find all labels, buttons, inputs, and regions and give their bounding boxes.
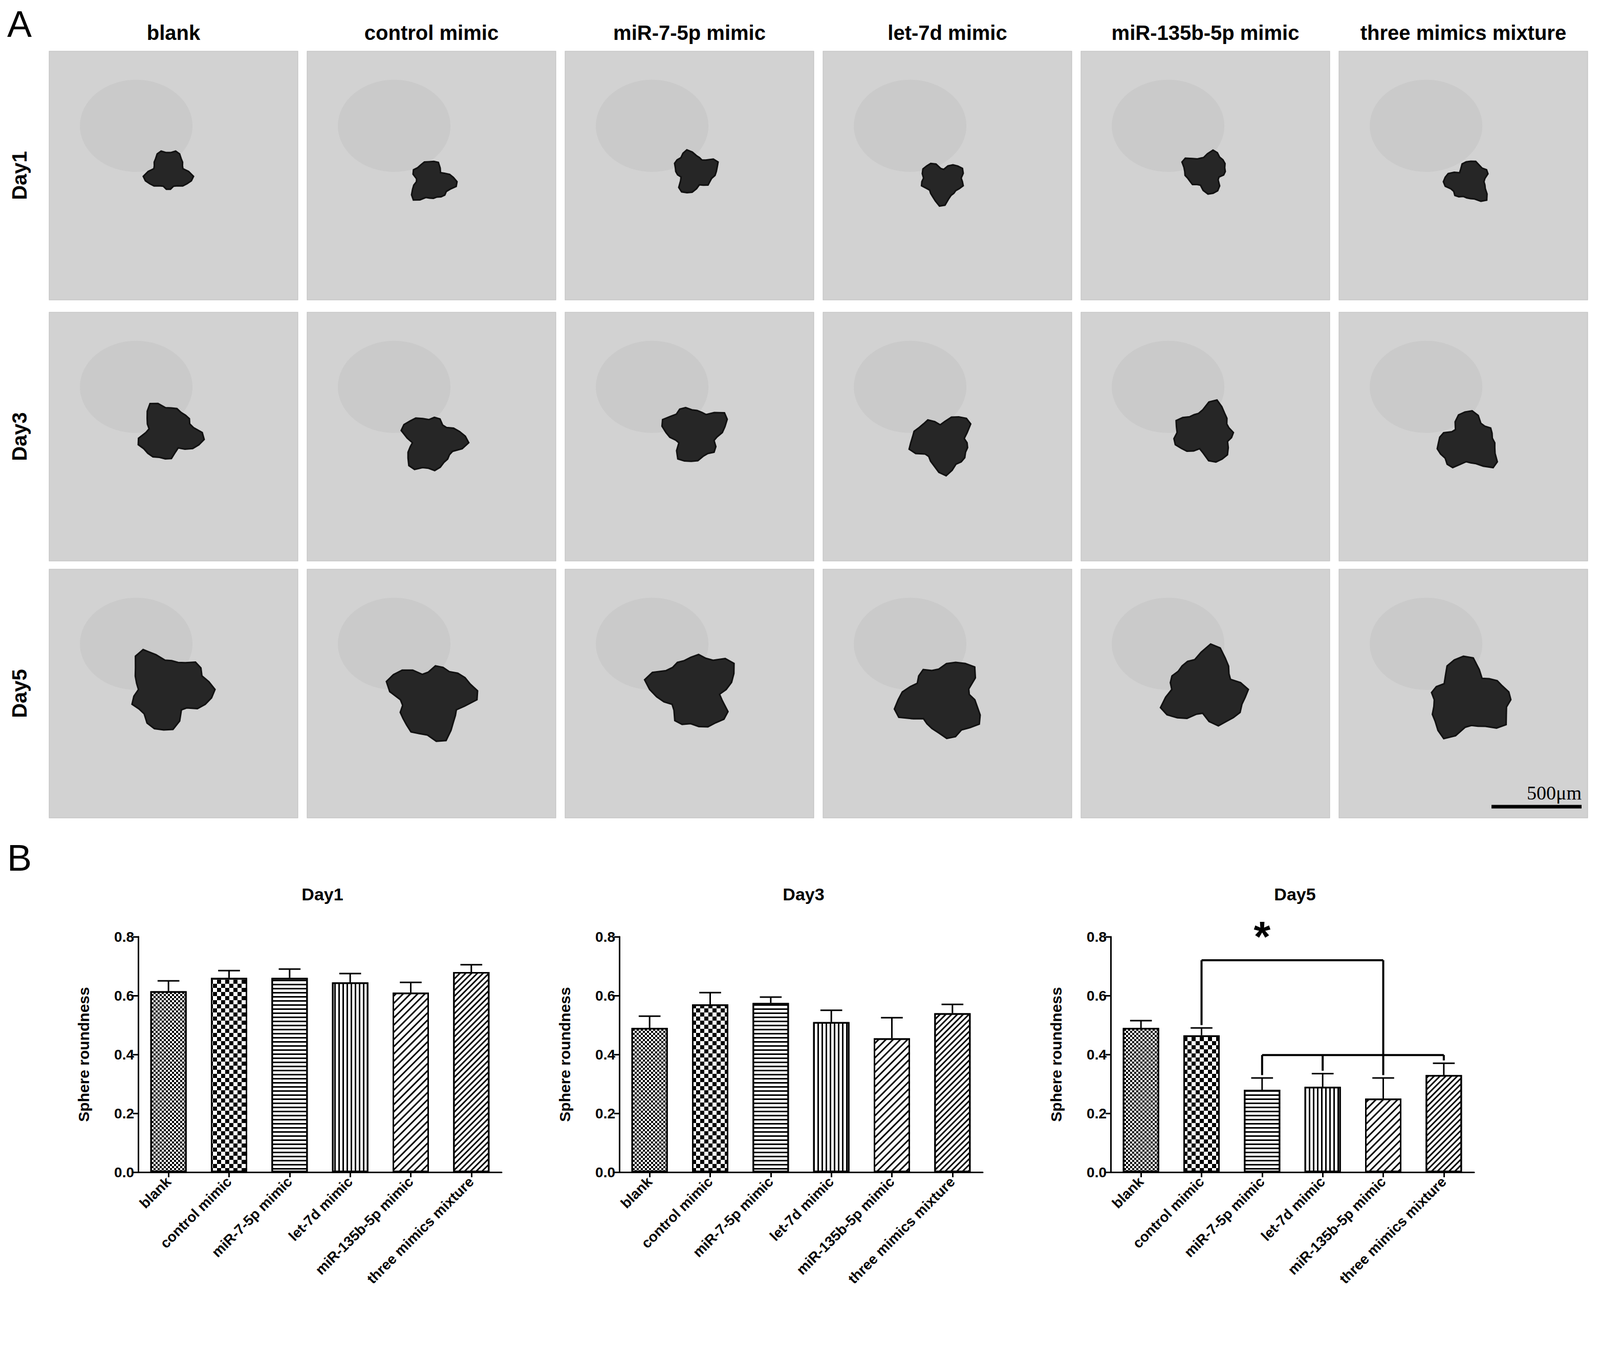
svg-text:let-7d mimic: let-7d mimic	[766, 1173, 837, 1244]
svg-text:three mimics mixture: three mimics mixture	[1360, 21, 1567, 45]
svg-text:miR-7-5p mimic: miR-7-5p mimic	[689, 1173, 777, 1261]
svg-text:three mimics mixture: three mimics mixture	[363, 1173, 478, 1287]
svg-text:Day3: Day3	[8, 412, 31, 462]
svg-text:control mimic: control mimic	[1129, 1173, 1208, 1252]
svg-text:blank: blank	[617, 1173, 656, 1212]
svg-text:0.8: 0.8	[114, 928, 135, 945]
svg-text:0.0: 0.0	[1086, 1164, 1107, 1181]
svg-text:three mimics mixture: three mimics mixture	[845, 1173, 959, 1287]
svg-text:miR-135b-5p mimic: miR-135b-5p mimic	[312, 1173, 417, 1278]
svg-text:0.6: 0.6	[1086, 987, 1107, 1004]
svg-text:Sphere roundness: Sphere roundness	[1047, 986, 1065, 1122]
svg-text:let-7d mimic: let-7d mimic	[887, 21, 1007, 45]
svg-text:miR-135b-5p mimic: miR-135b-5p mimic	[1111, 21, 1300, 45]
svg-text:let-7d mimic: let-7d mimic	[285, 1173, 356, 1244]
svg-text:500μm: 500μm	[1526, 782, 1582, 804]
svg-text:control mimic: control mimic	[157, 1173, 235, 1252]
svg-text:0.6: 0.6	[114, 987, 135, 1004]
svg-text:miR-7-5p mimic: miR-7-5p mimic	[208, 1173, 296, 1261]
svg-text:miR-7-5p mimic: miR-7-5p mimic	[1181, 1173, 1268, 1261]
svg-text:let-7d mimic: let-7d mimic	[1257, 1173, 1329, 1244]
svg-text:0.6: 0.6	[595, 987, 616, 1004]
svg-text:Day5: Day5	[1273, 884, 1316, 904]
svg-text:control mimic: control mimic	[364, 21, 499, 45]
svg-text:0.2: 0.2	[595, 1105, 616, 1122]
svg-text:Day1: Day1	[8, 150, 31, 201]
svg-text:*: *	[1253, 912, 1271, 961]
svg-text:Day3: Day3	[782, 884, 825, 904]
svg-text:three mimics mixture: three mimics mixture	[1336, 1173, 1450, 1287]
svg-text:0.4: 0.4	[595, 1046, 616, 1063]
svg-text:Day5: Day5	[8, 668, 31, 719]
svg-text:blank: blank	[1109, 1173, 1148, 1212]
svg-text:miR-135b-5p mimic: miR-135b-5p mimic	[793, 1173, 898, 1278]
svg-text:miR-135b-5p mimic: miR-135b-5p mimic	[1284, 1173, 1389, 1278]
svg-text:A: A	[7, 3, 32, 45]
svg-text:0.2: 0.2	[114, 1105, 135, 1122]
svg-text:blank: blank	[136, 1173, 175, 1212]
svg-text:0.2: 0.2	[1086, 1105, 1107, 1122]
svg-text:Day1: Day1	[301, 884, 343, 904]
svg-text:blank: blank	[146, 21, 201, 45]
svg-text:miR-7-5p mimic: miR-7-5p mimic	[613, 21, 766, 45]
svg-text:Sphere roundness: Sphere roundness	[556, 986, 574, 1122]
svg-text:0.4: 0.4	[114, 1046, 135, 1063]
svg-text:Sphere roundness: Sphere roundness	[75, 986, 93, 1122]
svg-text:B: B	[7, 837, 32, 879]
svg-text:0.8: 0.8	[1086, 928, 1107, 945]
svg-text:0.0: 0.0	[595, 1164, 616, 1181]
svg-text:0.4: 0.4	[1086, 1046, 1107, 1063]
svg-text:0.0: 0.0	[114, 1164, 135, 1181]
svg-text:0.8: 0.8	[595, 928, 616, 945]
svg-text:control mimic: control mimic	[638, 1173, 716, 1252]
